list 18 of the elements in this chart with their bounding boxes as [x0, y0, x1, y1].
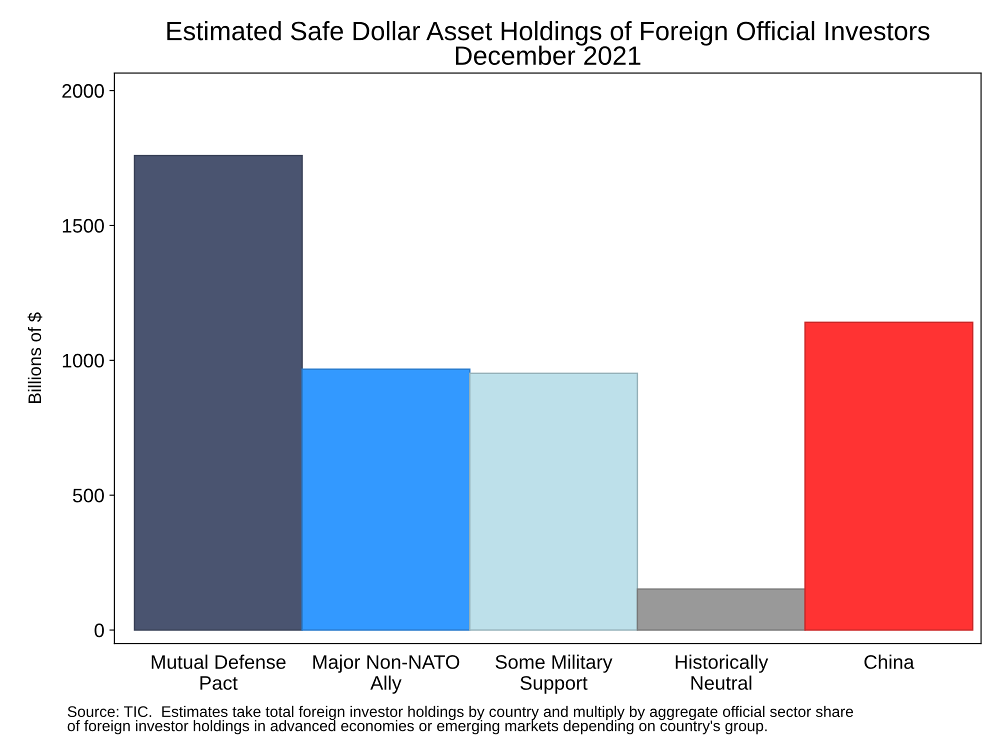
- chart-title: Estimated Safe Dollar Asset Holdings of Foreign Official Investors December 2021: [167, 21, 930, 65]
- bar: [134, 154, 303, 631]
- x-tick-label: China: [864, 654, 914, 669]
- y-axis-title: Billions of $: [28, 312, 42, 403]
- bar: [636, 588, 806, 631]
- bar: [804, 322, 974, 631]
- y-tick-label: 2000: [62, 84, 104, 98]
- bar: [469, 372, 638, 631]
- x-tick-label: Major Non-NATO Ally: [313, 654, 460, 694]
- y-tick-label: 1500: [62, 218, 104, 233]
- y-tick-label: 500: [72, 488, 104, 502]
- source-note: Source: TIC. Estimates take total foreign investor holdings by country and multiply by aggregate official sector share of foreign investor holdings in advanced economies or emerging markets depending on country's group.: [68, 706, 854, 734]
- x-tick-label: Mutual Defense Pact: [152, 654, 286, 690]
- x-tick-label: Historically Neutral: [676, 654, 768, 690]
- x-tick-label: Some Military Support: [496, 654, 612, 694]
- bar: [301, 368, 470, 631]
- y-tick-label: 0: [94, 624, 104, 638]
- y-tick-label: 1000: [62, 354, 104, 368]
